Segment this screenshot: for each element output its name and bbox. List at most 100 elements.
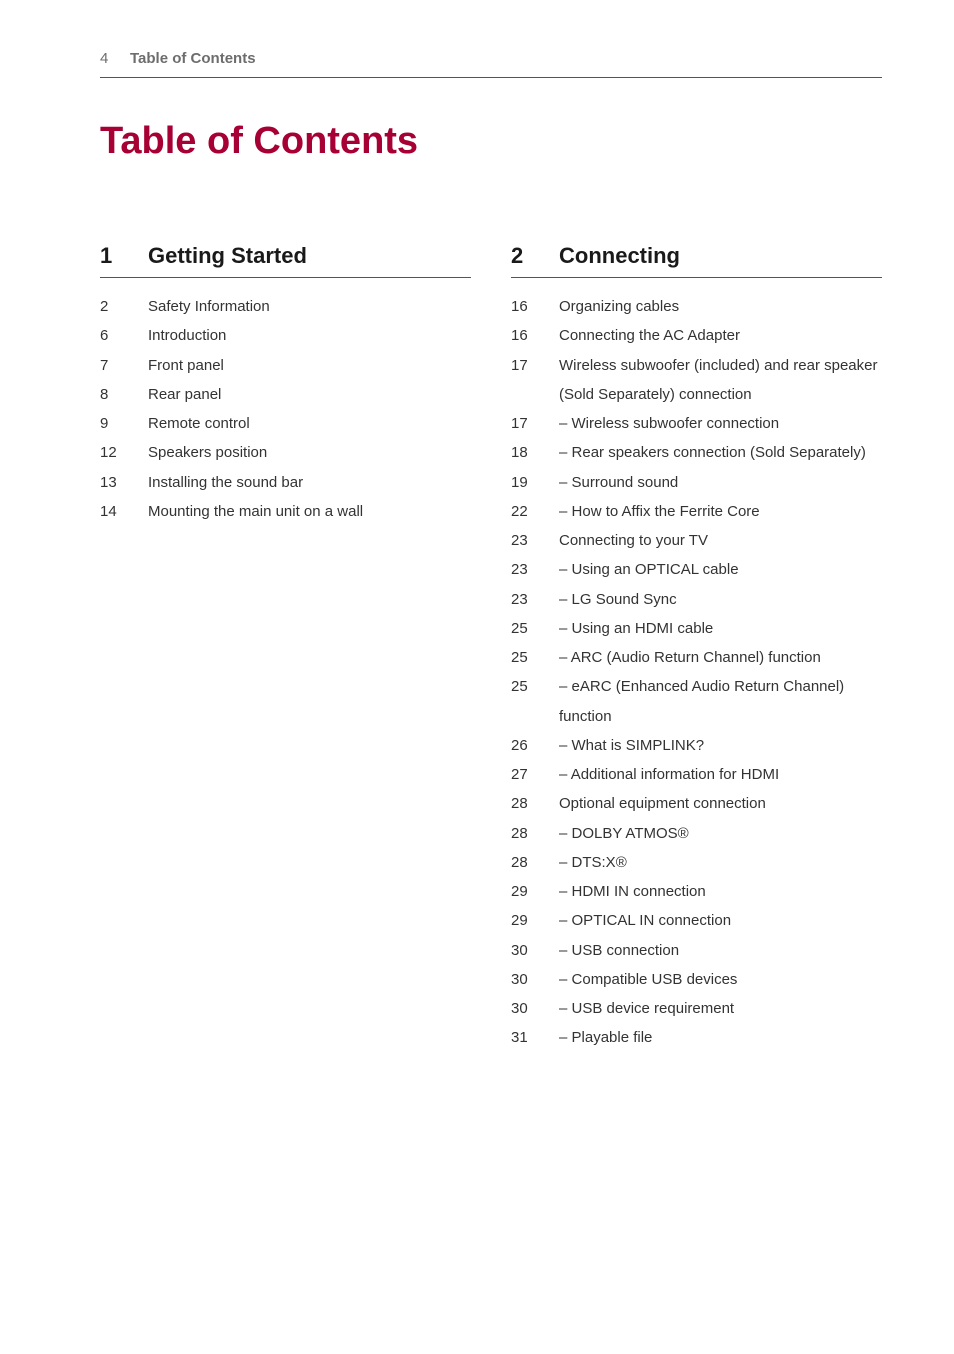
- toc-entry: 2 Safety Information: [100, 292, 471, 321]
- toc-page: 23: [511, 526, 559, 555]
- toc-label: USB device requirement: [559, 994, 882, 1023]
- toc-label: ARC (Audio Return Channel) function: [559, 643, 882, 672]
- toc-entry: 22 How to Affix the Ferrite Core: [511, 497, 882, 526]
- toc-page: 30: [511, 994, 559, 1023]
- toc-entry: 7 Front panel: [100, 351, 471, 380]
- page-title: Table of Contents: [100, 120, 882, 163]
- toc-label: Using an OPTICAL cable: [559, 555, 882, 584]
- toc-page: 28: [511, 819, 559, 848]
- toc-entry: 6 Introduction: [100, 321, 471, 350]
- toc-label: Optional equipment connection: [559, 789, 882, 818]
- toc-entry: 30 USB connection: [511, 936, 882, 965]
- toc-label: Speakers position: [148, 438, 471, 467]
- toc-page: 27: [511, 760, 559, 789]
- section-heading-2: 2 Connecting: [511, 243, 882, 278]
- toc-entry: 30 Compatible USB devices: [511, 965, 882, 994]
- toc-page: 28: [511, 789, 559, 818]
- toc-label: Rear speakers connection (Sold Separatel…: [559, 438, 882, 467]
- toc-page: 30: [511, 936, 559, 965]
- toc-entry: 26 What is SIMPLINK?: [511, 731, 882, 760]
- toc-label: Safety Information: [148, 292, 471, 321]
- toc-label: Compatible USB devices: [559, 965, 882, 994]
- toc-entry: 28 Optional equipment connection: [511, 789, 882, 818]
- toc-columns: 1 Getting Started 2 Safety Information 6…: [100, 243, 882, 1053]
- toc-label: Installing the sound bar: [148, 468, 471, 497]
- toc-page: 16: [511, 321, 559, 350]
- running-header: 4 Table of Contents: [100, 50, 882, 78]
- section-title: Getting Started: [148, 243, 307, 269]
- toc-label: Wireless subwoofer connection: [559, 409, 882, 438]
- toc-label: How to Affix the Ferrite Core: [559, 497, 882, 526]
- toc-page: 16: [511, 292, 559, 321]
- toc-entry: 29 OPTICAL IN connection: [511, 906, 882, 935]
- toc-page: 17: [511, 409, 559, 438]
- toc-page: 9: [100, 409, 148, 438]
- toc-column-1: 1 Getting Started 2 Safety Information 6…: [100, 243, 471, 1053]
- toc-page: 23: [511, 585, 559, 614]
- toc-page: 30: [511, 965, 559, 994]
- toc-page: 18: [511, 438, 559, 467]
- toc-page: 25: [511, 672, 559, 731]
- toc-page: 31: [511, 1023, 559, 1052]
- toc-entry: 16 Connecting the AC Adapter: [511, 321, 882, 350]
- toc-label: Additional information for HDMI: [559, 760, 882, 789]
- toc-entry: 30 USB device requirement: [511, 994, 882, 1023]
- toc-label: What is SIMPLINK?: [559, 731, 882, 760]
- toc-page: 26: [511, 731, 559, 760]
- toc-entry: 23 Connecting to your TV: [511, 526, 882, 555]
- toc-label: Front panel: [148, 351, 471, 380]
- toc-entry: 28 DOLBY ATMOS®: [511, 819, 882, 848]
- toc-label: USB connection: [559, 936, 882, 965]
- toc-label: eARC (Enhanced Audio Return Channel) fun…: [559, 672, 882, 731]
- page: 4 Table of Contents Table of Contents 1 …: [0, 0, 954, 1354]
- toc-label: Connecting the AC Adapter: [559, 321, 882, 350]
- toc-page: 13: [100, 468, 148, 497]
- toc-entry: 17 Wireless subwoofer (included) and rea…: [511, 351, 882, 410]
- toc-label: Remote control: [148, 409, 471, 438]
- toc-entry: 18 Rear speakers connection (Sold Separa…: [511, 438, 882, 467]
- toc-entry: 17 Wireless subwoofer connection: [511, 409, 882, 438]
- toc-label: Surround sound: [559, 468, 882, 497]
- section-title: Connecting: [559, 243, 680, 269]
- toc-entry: 23 Using an OPTICAL cable: [511, 555, 882, 584]
- toc-label: Rear panel: [148, 380, 471, 409]
- toc-label: Mounting the main unit on a wall: [148, 497, 471, 526]
- toc-page: 22: [511, 497, 559, 526]
- toc-page: 29: [511, 906, 559, 935]
- toc-page: 29: [511, 877, 559, 906]
- toc-page: 28: [511, 848, 559, 877]
- toc-page: 23: [511, 555, 559, 584]
- toc-label: Connecting to your TV: [559, 526, 882, 555]
- toc-label: Introduction: [148, 321, 471, 350]
- toc-label: Playable file: [559, 1023, 882, 1052]
- section-number: 1: [100, 243, 120, 269]
- toc-column-2: 2 Connecting 16 Organizing cables 16 Con…: [511, 243, 882, 1053]
- toc-entry: 31 Playable file: [511, 1023, 882, 1052]
- toc-label: Using an HDMI cable: [559, 614, 882, 643]
- toc-page: 25: [511, 614, 559, 643]
- toc-entry: 25 ARC (Audio Return Channel) function: [511, 643, 882, 672]
- toc-label: HDMI IN connection: [559, 877, 882, 906]
- toc-page: 8: [100, 380, 148, 409]
- toc-label: DOLBY ATMOS®: [559, 819, 882, 848]
- toc-entry: 25 eARC (Enhanced Audio Return Channel) …: [511, 672, 882, 731]
- toc-entry: 19 Surround sound: [511, 468, 882, 497]
- section-number: 2: [511, 243, 531, 269]
- toc-entry: 14 Mounting the main unit on a wall: [100, 497, 471, 526]
- toc-entry: 13 Installing the sound bar: [100, 468, 471, 497]
- toc-entry: 28 DTS:X®: [511, 848, 882, 877]
- toc-label: OPTICAL IN connection: [559, 906, 882, 935]
- toc-label: DTS:X®: [559, 848, 882, 877]
- toc-entry: 16 Organizing cables: [511, 292, 882, 321]
- toc-entry: 12 Speakers position: [100, 438, 471, 467]
- toc-page: 25: [511, 643, 559, 672]
- toc-page: 14: [100, 497, 148, 526]
- toc-entry: 9 Remote control: [100, 409, 471, 438]
- toc-label: Wireless subwoofer (included) and rear s…: [559, 351, 882, 410]
- header-title: Table of Contents: [130, 50, 256, 67]
- page-number: 4: [100, 50, 130, 67]
- toc-page: 2: [100, 292, 148, 321]
- toc-page: 12: [100, 438, 148, 467]
- toc-entry: 29 HDMI IN connection: [511, 877, 882, 906]
- toc-label: LG Sound Sync: [559, 585, 882, 614]
